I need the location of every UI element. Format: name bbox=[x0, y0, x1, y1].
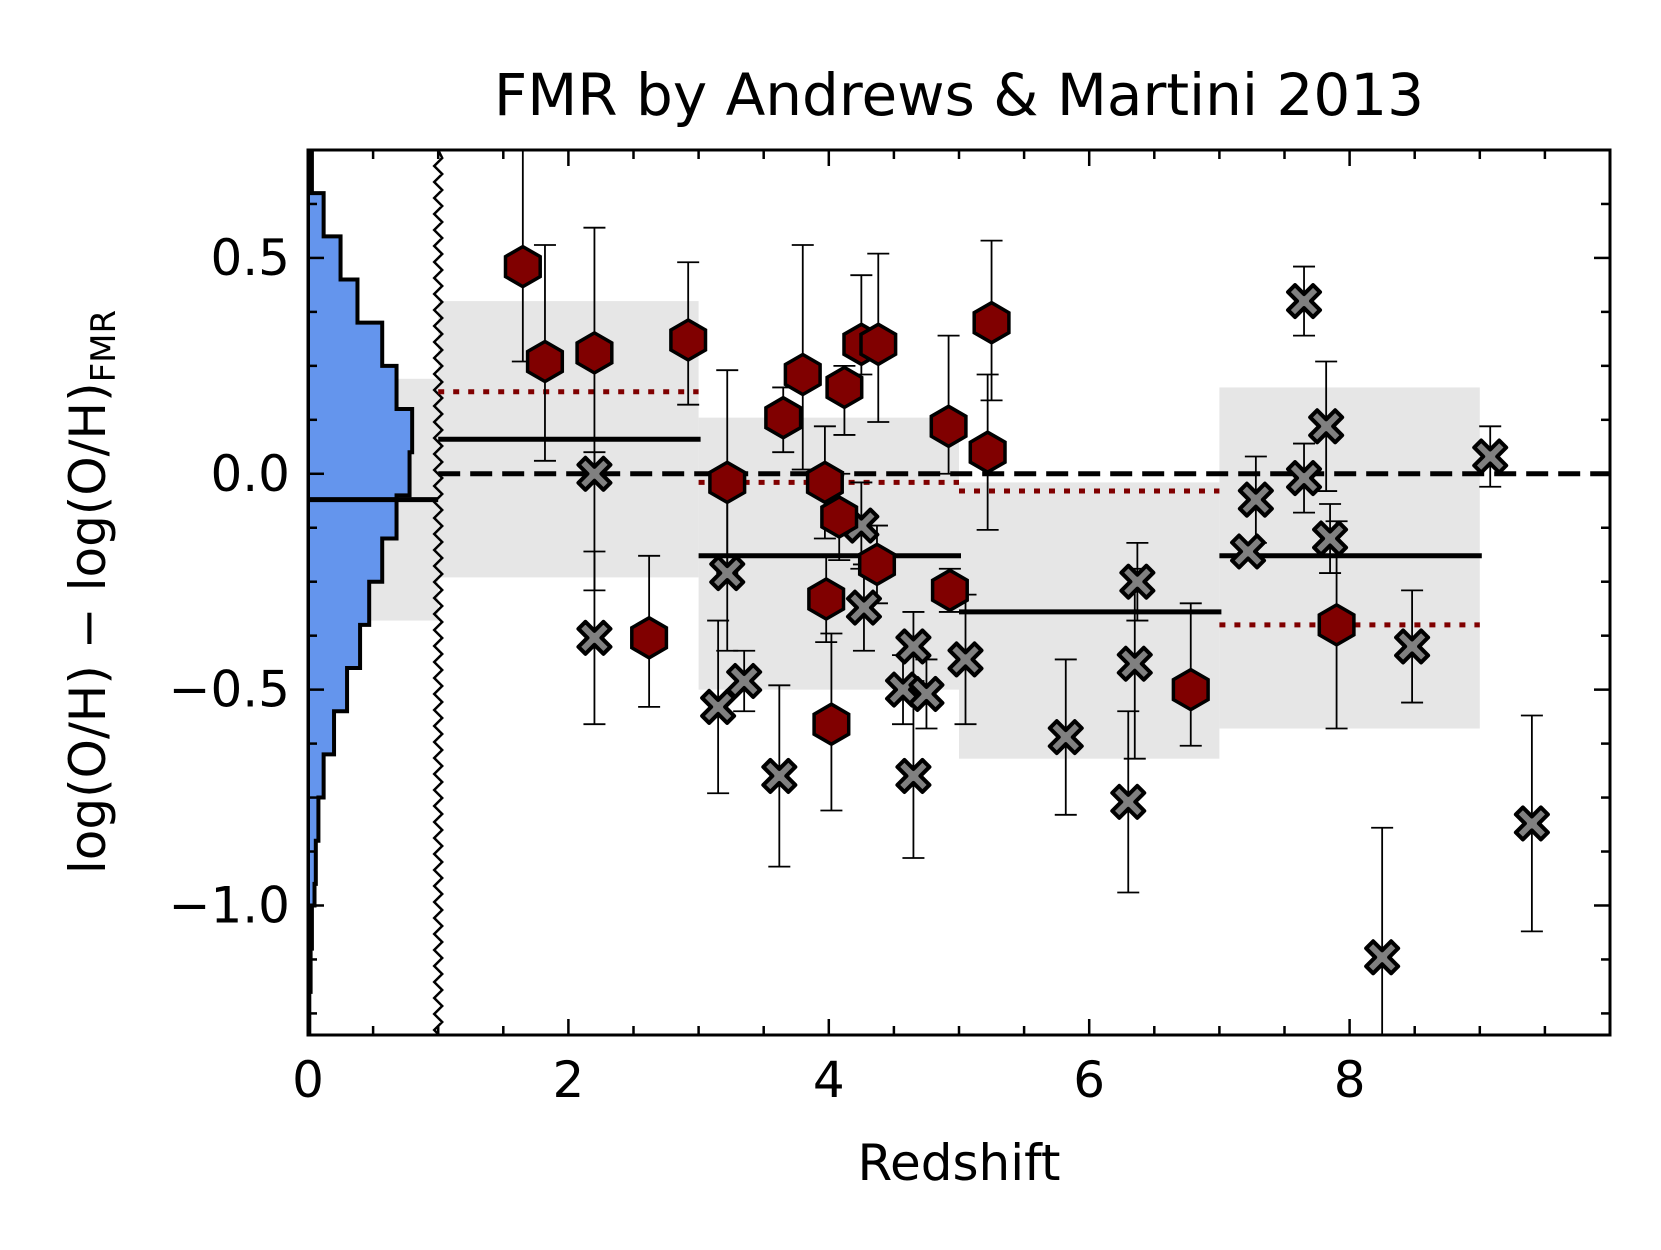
hex-marker-12 bbox=[820, 494, 859, 540]
hex-marker-11 bbox=[812, 702, 851, 747]
hex-marker-16 bbox=[857, 542, 897, 587]
hex-marker-5 bbox=[669, 317, 708, 363]
x-marker-26 bbox=[1472, 438, 1509, 475]
axis-break-zigzag bbox=[432, 150, 444, 1035]
x-marker-4 bbox=[709, 555, 746, 592]
y-tick-label: −1.0 bbox=[169, 876, 290, 934]
y-axis-label-subscript: FMR bbox=[84, 310, 124, 383]
x-marker-19 bbox=[1237, 481, 1274, 518]
x-marker-12 bbox=[908, 675, 945, 712]
axis-ticks bbox=[306, 148, 1612, 1035]
bin-band-3 bbox=[959, 482, 1220, 759]
hex-marker-1 bbox=[503, 244, 542, 289]
x-marker-17 bbox=[1119, 563, 1156, 600]
chart-title: FMR by Andrews & Martini 2013 bbox=[494, 61, 1424, 129]
hex-marker-21 bbox=[1171, 667, 1210, 712]
hex-marker-6 bbox=[708, 460, 747, 505]
hex-marker-4 bbox=[630, 615, 669, 660]
y-tick-label: 0.0 bbox=[210, 445, 290, 503]
x-tick-label: 8 bbox=[1334, 1051, 1366, 1109]
hex-marker-20 bbox=[972, 300, 1011, 345]
x-marker-27 bbox=[1513, 805, 1550, 842]
x-marker-25 bbox=[1394, 628, 1431, 665]
hex-marker-13 bbox=[825, 365, 864, 410]
x-marker-6 bbox=[761, 757, 798, 794]
hex-marker-19 bbox=[968, 430, 1007, 475]
x-marker-2 bbox=[576, 619, 613, 656]
x-tick-label: 0 bbox=[292, 1051, 324, 1109]
x-marker-23 bbox=[1312, 520, 1349, 557]
x-marker-14 bbox=[1047, 719, 1084, 756]
axis-tick-labels: 0 2 4 6 8 −1.0 −0.5 0.0 0.5 bbox=[169, 229, 1366, 1109]
x-tick-label: 6 bbox=[1073, 1051, 1105, 1109]
x-marker-8 bbox=[845, 589, 882, 626]
y-tick-label: −0.5 bbox=[169, 661, 290, 719]
hex-marker-15 bbox=[859, 322, 898, 367]
hex-marker-22 bbox=[1317, 602, 1356, 647]
x-marker-16 bbox=[1116, 645, 1153, 682]
x-marker-11 bbox=[895, 757, 932, 794]
hex-marker-9 bbox=[805, 460, 844, 505]
x-marker-15 bbox=[1110, 783, 1147, 820]
hex-marker-18 bbox=[930, 568, 969, 613]
hex-marker-8 bbox=[783, 352, 822, 397]
x-marker-21 bbox=[1286, 460, 1323, 497]
x-tick-label: 2 bbox=[552, 1051, 584, 1109]
x-tick-label: 4 bbox=[813, 1051, 845, 1109]
low-z-histogram bbox=[308, 150, 439, 1035]
x-marker-10 bbox=[895, 628, 932, 665]
hex-marker-3 bbox=[575, 330, 614, 375]
hex-marker-2 bbox=[525, 339, 565, 384]
hex-marker-7 bbox=[764, 395, 803, 440]
x-marker-5 bbox=[726, 663, 763, 699]
histogram-bars bbox=[308, 150, 415, 1035]
x-marker-13 bbox=[947, 641, 984, 678]
y-axis-label-main: log(O/H) − log(O/H) bbox=[59, 382, 117, 874]
hex-marker-10 bbox=[807, 576, 846, 622]
x-axis-label: Redshift bbox=[858, 1134, 1061, 1192]
hex-marker-17 bbox=[929, 404, 968, 449]
y-axis-label: log(O/H) − log(O/H)FMR bbox=[59, 310, 124, 874]
y-tick-label: 0.5 bbox=[210, 229, 290, 287]
x-marker-20 bbox=[1286, 283, 1323, 320]
x-marker-1 bbox=[576, 455, 613, 492]
data-markers bbox=[503, 244, 1550, 976]
x-marker-24 bbox=[1364, 939, 1401, 976]
x-marker-18 bbox=[1230, 533, 1267, 570]
x-marker-22 bbox=[1308, 408, 1345, 445]
